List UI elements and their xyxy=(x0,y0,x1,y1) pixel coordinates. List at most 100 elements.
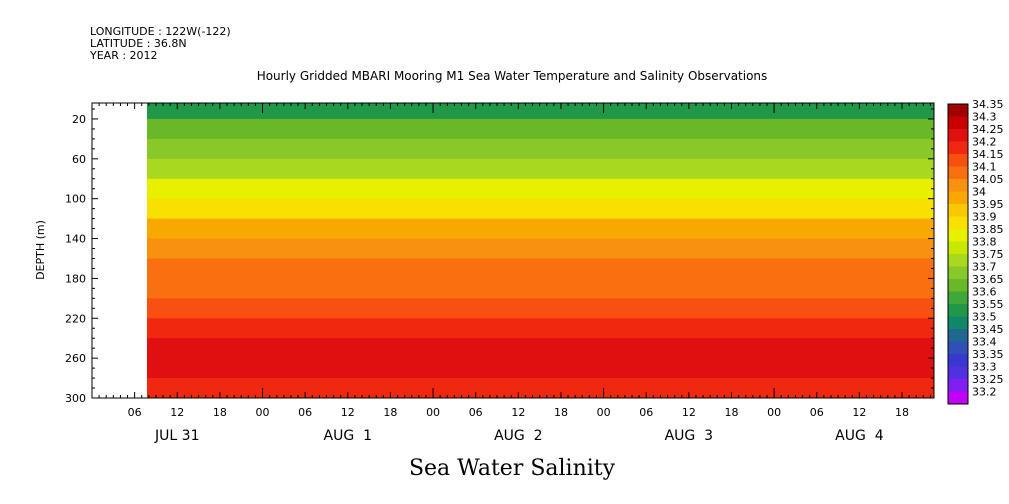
latitude-label: LATITUDE : 36.8N xyxy=(90,37,187,50)
colorbar-label: 33.75 xyxy=(972,248,1004,261)
x-tick-label: 18 xyxy=(895,406,909,419)
colorbar-box xyxy=(948,154,968,167)
colorbar-label: 33.3 xyxy=(972,361,997,374)
salinity-band xyxy=(147,238,934,259)
year-label: YEAR : 2012 xyxy=(89,49,158,62)
y-axis-title: DEPTH (m) xyxy=(34,220,47,280)
colorbar-label: 33.95 xyxy=(972,198,1004,211)
x-day-label: AUG 4 xyxy=(835,428,884,444)
salinity-band xyxy=(147,338,934,359)
colorbar-label: 34 xyxy=(972,186,986,199)
colorbar-label: 33.45 xyxy=(972,323,1004,336)
colorbar-label: 34.05 xyxy=(972,173,1004,186)
colorbar-label: 34.2 xyxy=(972,136,997,149)
y-tick-label: 100 xyxy=(65,193,86,206)
x-tick-label: 06 xyxy=(639,406,653,419)
colorbar-box xyxy=(948,341,968,355)
colorbar-box xyxy=(948,191,968,205)
y-tick-label: 60 xyxy=(72,153,86,166)
plot-frame xyxy=(91,102,935,399)
colorbar-box xyxy=(948,266,968,280)
colorbar-label: 34.3 xyxy=(972,111,997,124)
colorbar-label: 33.85 xyxy=(972,223,1004,236)
x-day-label: AUG 3 xyxy=(665,428,713,444)
x-day-label: AUG 2 xyxy=(494,428,542,444)
y-tick-label: 180 xyxy=(65,272,86,285)
salinity-band xyxy=(147,358,934,379)
x-tick-label: 06 xyxy=(128,406,142,419)
x-tick-label: 12 xyxy=(682,406,696,419)
x-tick-label: 18 xyxy=(724,406,738,419)
salinity-band xyxy=(147,158,934,180)
x-tick-label: 06 xyxy=(810,406,824,419)
x-tick-label: 12 xyxy=(341,406,355,419)
colorbar-label: 34.15 xyxy=(972,148,1004,161)
footer-title: Sea Water Salinity xyxy=(409,456,616,481)
colorbar-box xyxy=(948,104,968,117)
colorbar-box xyxy=(948,129,968,142)
colorbar-box xyxy=(948,141,968,155)
colorbar-label: 33.55 xyxy=(972,298,1004,311)
colorbar-box xyxy=(948,316,968,330)
y-tick-label: 140 xyxy=(65,233,86,246)
salinity-band xyxy=(147,103,934,120)
colorbar-box xyxy=(948,216,968,230)
colorbar-label: 33.7 xyxy=(972,261,997,274)
y-tick-label: 260 xyxy=(65,352,86,365)
x-tick-label: 18 xyxy=(213,406,227,419)
colorbar-label: 33.65 xyxy=(972,273,1004,286)
x-tick-label: 06 xyxy=(298,406,312,419)
salinity-band xyxy=(147,198,934,220)
colorbar-box xyxy=(948,166,968,180)
colorbar-box xyxy=(948,304,968,317)
colorbar-box xyxy=(948,254,968,267)
colorbar: 34.3534.334.2534.234.1534.134.053433.953… xyxy=(947,98,1004,405)
salinity-band xyxy=(147,218,934,240)
colorbar-label: 33.5 xyxy=(972,311,997,324)
colorbar-frame xyxy=(947,103,969,405)
salinity-band xyxy=(147,298,934,319)
chart-title: Hourly Gridded MBARI Mooring M1 Sea Wate… xyxy=(257,69,768,83)
colorbar-box xyxy=(948,354,968,367)
colorbar-box xyxy=(948,379,968,392)
salinity-band xyxy=(147,118,934,140)
colorbar-label: 34.25 xyxy=(972,123,1004,136)
colorbar-label: 34.1 xyxy=(972,161,997,174)
salinity-band xyxy=(147,378,934,398)
y-tick-label: 20 xyxy=(72,113,86,126)
colorbar-label: 33.35 xyxy=(972,348,1004,361)
colorbar-box xyxy=(948,279,968,292)
x-day-label: AUG 1 xyxy=(324,428,372,444)
x-tick-label: 06 xyxy=(469,406,483,419)
y-tick-label: 220 xyxy=(65,312,86,325)
colorbar-label: 33.8 xyxy=(972,236,997,249)
x-tick-label: 00 xyxy=(597,406,611,419)
x-tick-label: 18 xyxy=(554,406,568,419)
x-tick-label: 12 xyxy=(511,406,525,419)
colorbar-label: 33.25 xyxy=(972,373,1004,386)
colorbar-box xyxy=(948,116,968,130)
longitude-label: LONGITUDE : 122W(-122) xyxy=(90,25,231,38)
x-day-label: JUL 31 xyxy=(154,428,199,444)
colorbar-box xyxy=(948,179,968,192)
colorbar-box xyxy=(948,391,968,405)
salinity-band xyxy=(147,178,934,200)
colorbar-label: 33.4 xyxy=(972,336,997,349)
colorbar-box xyxy=(948,366,968,380)
colorbar-box xyxy=(948,229,968,242)
colorbar-label: 34.35 xyxy=(972,98,1004,111)
colorbar-box xyxy=(948,291,968,305)
colorbar-label: 33.6 xyxy=(972,286,997,299)
salinity-band xyxy=(147,318,934,339)
colorbar-box xyxy=(948,329,968,342)
salinity-band xyxy=(147,138,934,160)
colorbar-label: 33.9 xyxy=(972,211,997,224)
salinity-band xyxy=(147,258,934,279)
colorbar-box xyxy=(948,204,968,217)
colorbar-label: 33.2 xyxy=(972,386,997,399)
salinity-band xyxy=(147,278,934,299)
x-tick-label: 00 xyxy=(426,406,440,419)
colorbar-box xyxy=(948,241,968,255)
x-tick-label: 12 xyxy=(170,406,184,419)
